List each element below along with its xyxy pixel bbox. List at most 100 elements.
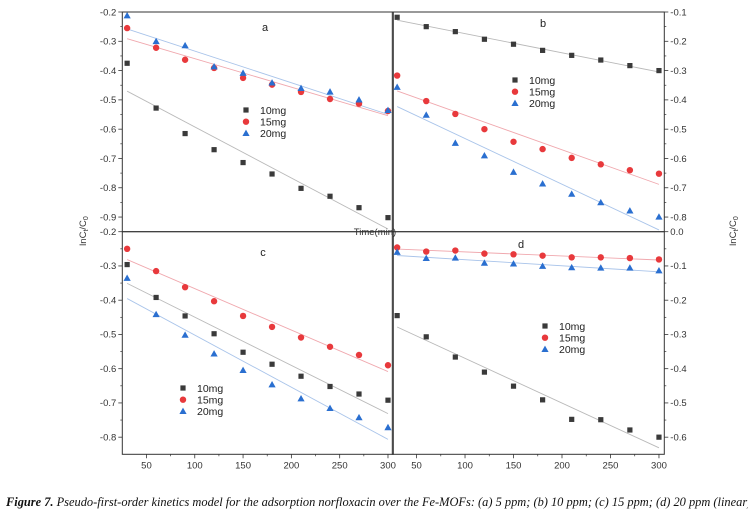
triangle-marker (480, 152, 489, 159)
y-tick-label: -0.6 (100, 364, 116, 375)
circle-marker (539, 252, 546, 259)
square-marker (452, 29, 458, 35)
x-tick-label: 250 (332, 460, 348, 471)
legend-label: 20mg (260, 128, 286, 140)
square-marker (124, 60, 130, 66)
square-marker (385, 215, 391, 221)
square-marker (569, 416, 575, 422)
series-20mg (393, 248, 663, 274)
triangle-marker (179, 407, 187, 414)
square-marker (327, 193, 333, 199)
fit-line-20mg (397, 255, 659, 273)
panel-frame (391, 231, 665, 455)
series-15mg (393, 72, 663, 177)
x-tick-label: 300 (380, 460, 396, 471)
square-marker (356, 391, 362, 397)
circle-marker (393, 72, 401, 79)
square-marker (180, 385, 186, 391)
y-axis-title-part: lnC (728, 231, 739, 245)
circle-marker (152, 44, 160, 51)
triangle-marker (210, 62, 218, 70)
triangle-marker (384, 106, 392, 114)
y-tick-label: -0.4 (670, 95, 686, 106)
panel-letter: a (262, 22, 269, 34)
circle-marker (326, 95, 334, 103)
y-axis-title-part: lnC (78, 231, 89, 245)
legend-label: 20mg (529, 98, 555, 110)
circle-marker (423, 97, 430, 105)
square-marker (211, 331, 217, 337)
fit-line-15mg (127, 38, 389, 117)
y-tick-label: -0.3 (670, 66, 686, 77)
series-10mg (394, 14, 662, 74)
series-20mg (123, 12, 392, 114)
square-marker (182, 130, 188, 137)
triangle-marker (511, 99, 519, 106)
fit-line-20mg (126, 298, 389, 440)
y-tick-label: -0.9 (100, 212, 116, 223)
y-tick-label: -0.1 (670, 261, 686, 272)
circle-marker (393, 244, 401, 251)
square-marker (542, 323, 548, 329)
legend-label: 10mg (260, 105, 286, 117)
square-marker (656, 67, 662, 74)
square-marker (298, 373, 304, 379)
circle-marker (452, 247, 459, 254)
square-marker (540, 47, 546, 53)
x-tick-label: 200 (554, 460, 570, 471)
x-tick-label: 150 (235, 460, 251, 471)
circle-marker (179, 396, 187, 403)
circle-marker (326, 343, 334, 350)
y-tick-label: -0.2 (100, 7, 116, 18)
legend-label: 10mg (529, 75, 555, 87)
triangle-marker (326, 404, 334, 412)
triangle-marker (152, 37, 160, 45)
square-marker (540, 397, 546, 403)
circle-marker (481, 250, 488, 257)
square-marker (481, 36, 488, 42)
triangle-marker (568, 263, 576, 271)
y-tick-label: -0.4 (100, 66, 116, 77)
circle-marker (123, 24, 131, 32)
triangle-marker (626, 264, 634, 271)
y-tick-label: -0.6 (100, 124, 116, 135)
y-tick-label: -0.2 (100, 227, 116, 238)
triangle-marker (239, 366, 247, 373)
y-tick-label: -0.8 (100, 183, 116, 194)
square-marker (394, 14, 400, 20)
circle-marker (511, 88, 519, 95)
y-axis-title-part: 0 (83, 216, 90, 220)
circle-marker (152, 267, 160, 275)
circle-marker (181, 56, 189, 63)
square-marker (423, 334, 429, 340)
y-tick-label: -0.3 (100, 37, 116, 48)
series-15mg (393, 244, 663, 263)
y-tick-label: -0.3 (100, 261, 116, 272)
triangle-marker (268, 380, 276, 388)
circle-marker (242, 118, 250, 125)
fit-line-10mg (126, 90, 389, 230)
series-15mg (123, 245, 392, 369)
y-tick-label: 0.0 (670, 227, 683, 238)
y-tick-label: -0.7 (100, 398, 116, 409)
y-axis-title-right: lnCt/C0 (728, 216, 740, 246)
panel-letter: d (518, 239, 524, 251)
y-tick-label: -0.7 (100, 154, 116, 165)
circle-marker (539, 145, 546, 153)
triangle-marker (268, 79, 276, 86)
panel-frame (391, 11, 665, 233)
triangle-marker (451, 254, 459, 261)
triangle-marker (297, 395, 305, 402)
x-tick-label: 150 (506, 460, 522, 471)
triangle-marker (626, 207, 634, 214)
panel-letter: c (260, 247, 266, 259)
triangle-marker (123, 274, 131, 281)
triangle-marker (239, 69, 247, 76)
triangle-marker (123, 12, 131, 19)
panel-d: 0.0 -0.1 -0.2 -0.3 -0.4 -0.5 -0.6 50 100 150 200 25… (391, 227, 687, 471)
triangle-marker (539, 262, 547, 269)
legend-label: 15mg (197, 395, 223, 407)
circle-marker (510, 138, 517, 145)
